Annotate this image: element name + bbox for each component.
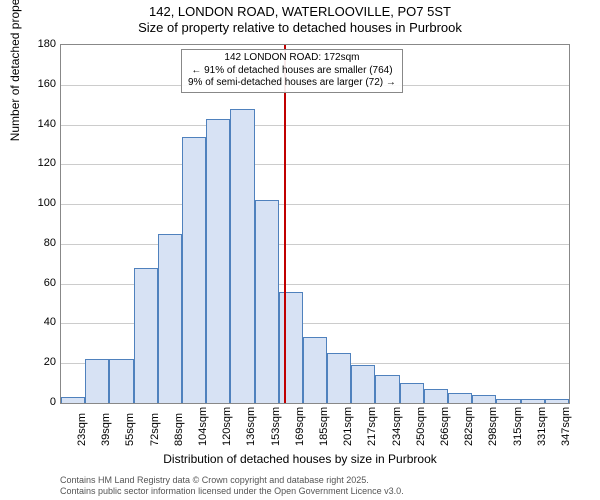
histogram-bar	[279, 292, 303, 403]
histogram-bar	[158, 234, 182, 403]
chart-subtitle: Size of property relative to detached ho…	[0, 20, 600, 35]
x-tick-label: 315sqm	[512, 407, 524, 446]
histogram-bar	[448, 393, 472, 403]
grid-line	[61, 125, 569, 126]
histogram-bar	[134, 268, 158, 403]
histogram-bar	[61, 397, 85, 403]
y-tick-label: 120	[16, 157, 56, 169]
footer-line-2: Contains public sector information licen…	[60, 486, 580, 496]
y-tick-label: 40	[16, 316, 56, 328]
chart-container: 142, LONDON ROAD, WATERLOOVILLE, PO7 5ST…	[0, 0, 600, 500]
annotation-line-1: 142 LONDON ROAD: 172sqm	[188, 52, 396, 65]
annotation-line-3: 9% of semi-detached houses are larger (7…	[188, 77, 396, 90]
x-tick-label: 331sqm	[536, 407, 548, 446]
x-tick-label: 72sqm	[149, 413, 161, 446]
x-tick-label: 55sqm	[124, 413, 136, 446]
y-tick-label: 160	[16, 78, 56, 90]
x-tick-label: 298sqm	[487, 407, 499, 446]
histogram-bar	[351, 365, 375, 403]
histogram-bar	[85, 359, 109, 403]
x-tick-label: 39sqm	[100, 413, 112, 446]
histogram-bar	[230, 109, 254, 403]
histogram-bar	[206, 119, 230, 403]
histogram-bar	[375, 375, 399, 403]
x-tick-label: 136sqm	[245, 407, 257, 446]
y-tick-label: 140	[16, 118, 56, 130]
x-tick-label: 266sqm	[439, 407, 451, 446]
x-tick-label: 88sqm	[173, 413, 185, 446]
x-tick-label: 104sqm	[197, 407, 209, 446]
histogram-bar	[255, 200, 279, 403]
y-tick-label: 80	[16, 237, 56, 249]
histogram-bar	[109, 359, 133, 403]
y-tick-label: 60	[16, 277, 56, 289]
y-tick-label: 180	[16, 38, 56, 50]
histogram-bar	[496, 399, 520, 403]
x-tick-label: 185sqm	[318, 407, 330, 446]
grid-line	[61, 244, 569, 245]
footer-line-1: Contains HM Land Registry data © Crown c…	[60, 475, 580, 485]
x-tick-label: 234sqm	[391, 407, 403, 446]
footer-attribution: Contains HM Land Registry data © Crown c…	[60, 475, 580, 496]
x-tick-label: 217sqm	[366, 407, 378, 446]
x-tick-label: 201sqm	[342, 407, 354, 446]
x-tick-label: 23sqm	[76, 413, 88, 446]
x-tick-label: 120sqm	[221, 407, 233, 446]
x-tick-label: 282sqm	[463, 407, 475, 446]
chart-title: 142, LONDON ROAD, WATERLOOVILLE, PO7 5ST	[0, 4, 600, 20]
annotation-line-2: ← 91% of detached houses are smaller (76…	[188, 65, 396, 78]
histogram-bar	[521, 399, 545, 403]
x-axis-label: Distribution of detached houses by size …	[0, 452, 600, 466]
x-tick-label: 347sqm	[560, 407, 572, 446]
reference-annotation: 142 LONDON ROAD: 172sqm ← 91% of detache…	[181, 49, 403, 93]
x-tick-label: 169sqm	[294, 407, 306, 446]
reference-line	[284, 45, 286, 403]
x-tick-label: 153sqm	[270, 407, 282, 446]
y-tick-label: 20	[16, 356, 56, 368]
grid-line	[61, 164, 569, 165]
grid-line	[61, 204, 569, 205]
y-tick-label: 100	[16, 197, 56, 209]
histogram-bar	[400, 383, 424, 403]
histogram-bar	[303, 337, 327, 403]
histogram-bar	[545, 399, 569, 403]
histogram-bar	[424, 389, 448, 403]
x-tick-label: 250sqm	[415, 407, 427, 446]
histogram-bar	[472, 395, 496, 403]
y-tick-label: 0	[16, 396, 56, 408]
histogram-bar	[327, 353, 351, 403]
plot-area: 142 LONDON ROAD: 172sqm ← 91% of detache…	[60, 44, 570, 404]
histogram-bar	[182, 137, 206, 404]
